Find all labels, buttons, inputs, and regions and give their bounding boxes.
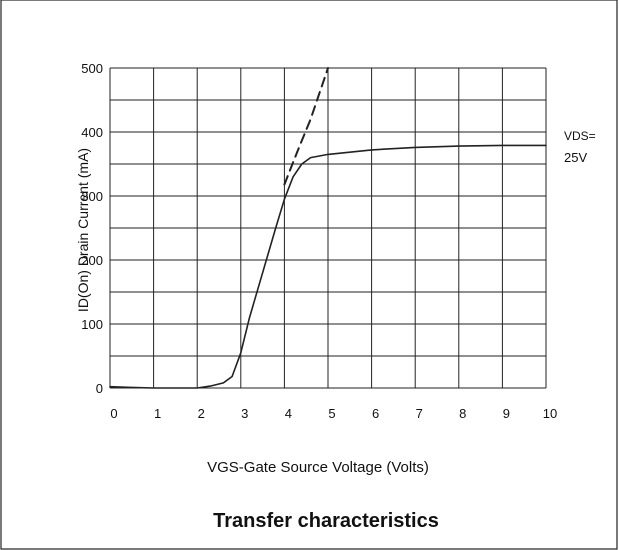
y-axis-label: ID(On) Drain Current (mA): [75, 148, 91, 312]
y-tick-label: 500: [81, 61, 103, 76]
x-tick-label: 9: [503, 406, 510, 421]
series-line-solid: [109, 144, 547, 389]
y-tick-label: 200: [81, 253, 103, 268]
x-tick-label: 6: [372, 406, 379, 421]
x-tick-label: 3: [241, 406, 248, 421]
vds-annotation-line1: VDS=: [564, 129, 596, 143]
x-tick-label: 8: [459, 406, 466, 421]
y-tick-label: 100: [81, 317, 103, 332]
series-layer: [109, 67, 547, 389]
series-line-dashed: [283, 67, 329, 186]
y-tick-label: 300: [81, 189, 103, 204]
x-tick-label: 2: [198, 406, 205, 421]
x-tick-label: 7: [416, 406, 423, 421]
x-tick-label: 10: [543, 406, 557, 421]
x-tick-label: 5: [328, 406, 335, 421]
y-tick-label: 0: [96, 381, 103, 396]
x-tick-label: 4: [285, 406, 292, 421]
vds-annotation-line2: 25V: [564, 150, 587, 165]
x-axis-label: VGS-Gate Source Voltage (Volts): [207, 459, 429, 476]
y-tick-label: 400: [81, 125, 103, 140]
chart-title: Transfer characteristics: [213, 510, 439, 532]
x-tick-label: 1: [154, 406, 161, 421]
grid-layer: [109, 67, 547, 389]
x-tick-label: 0: [110, 406, 117, 421]
